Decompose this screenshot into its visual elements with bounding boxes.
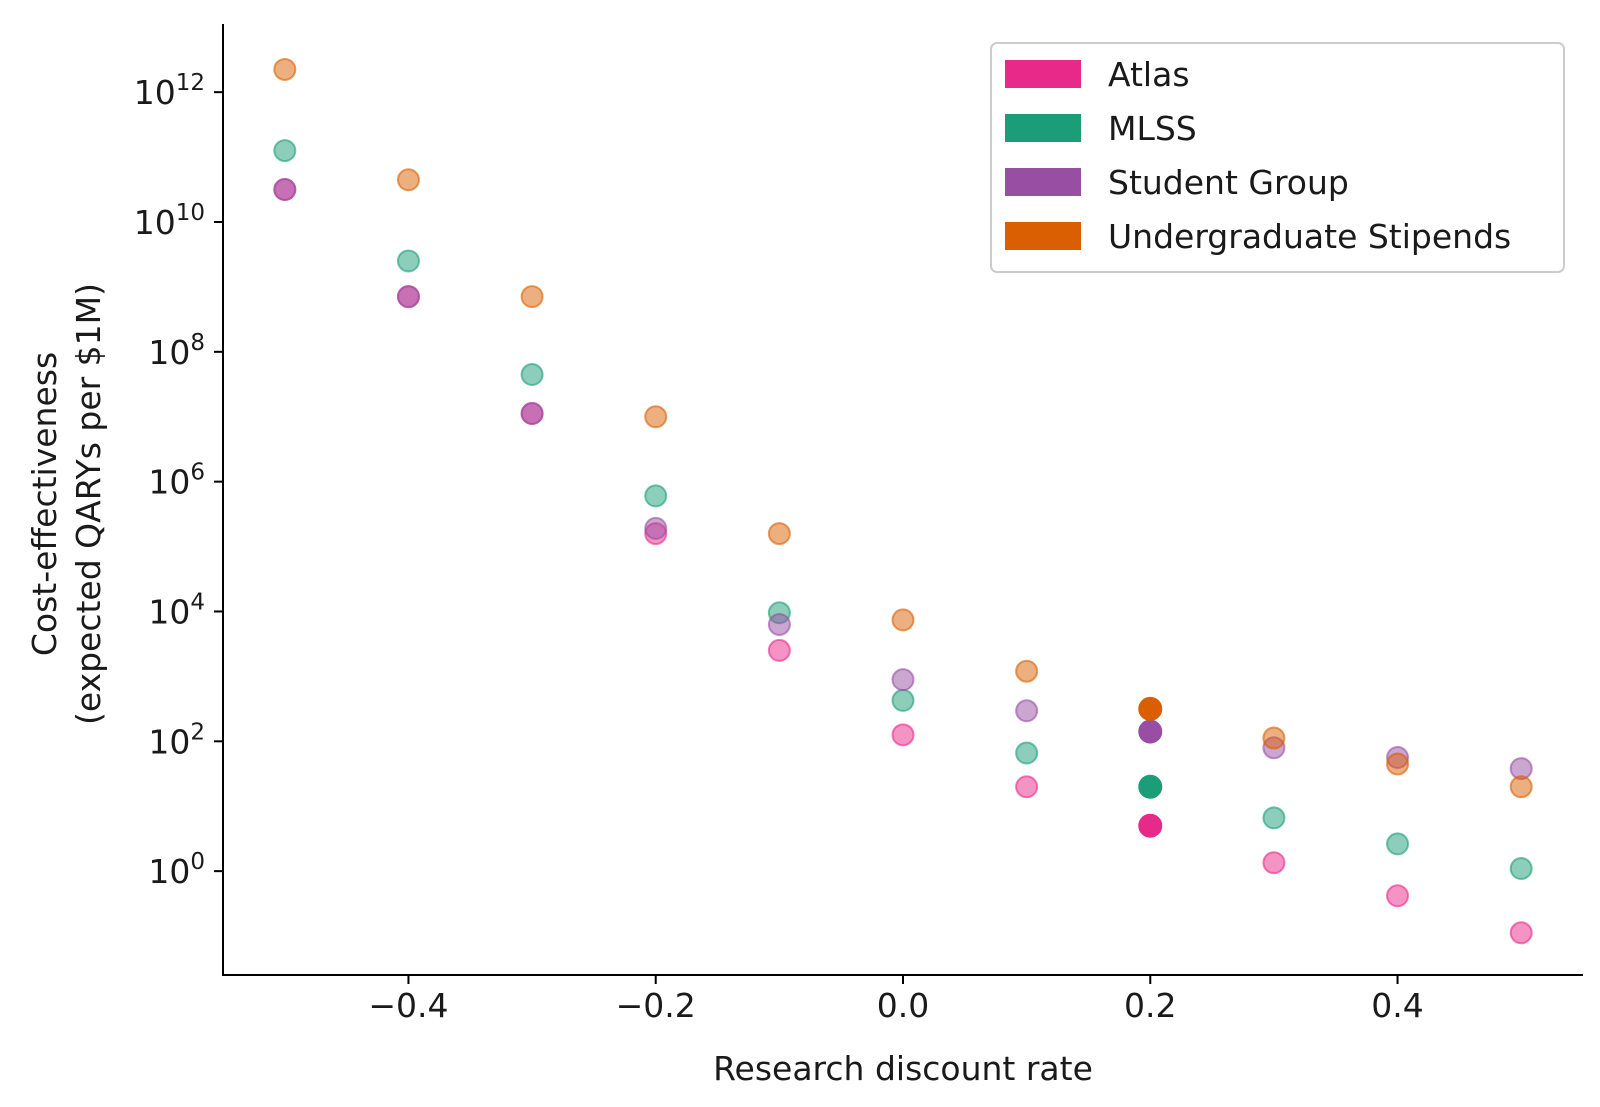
x-tick-label: 0.4 bbox=[1371, 986, 1423, 1025]
data-point-atlas bbox=[891, 723, 915, 747]
data-point-mlss bbox=[891, 688, 915, 712]
data-point-student bbox=[767, 612, 791, 636]
x-tick-label: −0.2 bbox=[616, 986, 696, 1025]
x-tick-label: −0.4 bbox=[368, 986, 448, 1025]
data-point-mlss bbox=[644, 484, 668, 508]
x-tick-label: 0.0 bbox=[877, 986, 929, 1025]
data-point-atlas bbox=[1386, 884, 1410, 908]
highlight-point-stipends bbox=[1138, 696, 1163, 721]
data-point-stipends bbox=[891, 608, 915, 632]
data-point-stipends bbox=[644, 405, 668, 429]
data-points bbox=[273, 57, 1533, 945]
data-point-stipends bbox=[1386, 752, 1410, 776]
y-tick-label: 1012 bbox=[134, 70, 205, 112]
data-point-atlas bbox=[1015, 775, 1039, 799]
y-tick-label: 1010 bbox=[134, 200, 205, 242]
x-ticks: −0.4 −0.2 0.0 0.2 0.4 bbox=[368, 975, 1424, 1025]
data-point-stipends bbox=[1509, 775, 1533, 799]
data-point-stipends bbox=[767, 522, 791, 546]
data-point-student bbox=[520, 401, 544, 425]
data-point-student bbox=[644, 516, 668, 540]
data-point-stipends bbox=[1015, 659, 1039, 683]
x-axis-label: Research discount rate bbox=[713, 1049, 1093, 1088]
data-point-mlss bbox=[1386, 832, 1410, 856]
data-point-mlss bbox=[396, 249, 420, 273]
data-point-mlss bbox=[520, 363, 544, 387]
legend-swatch-mlss bbox=[1005, 114, 1081, 142]
data-point-student bbox=[396, 285, 420, 309]
legend-swatch-undergraduate-stipends bbox=[1005, 222, 1081, 250]
y-tick-label: 100 bbox=[148, 849, 205, 891]
legend-swatch-atlas bbox=[1005, 60, 1081, 88]
data-point-student bbox=[1015, 699, 1039, 723]
y-axis-label-line2: (expected QARYs per $1M) bbox=[69, 283, 108, 725]
data-point-stipends bbox=[1262, 726, 1286, 750]
data-point-stipends bbox=[520, 285, 544, 309]
data-point-mlss bbox=[1509, 857, 1533, 881]
data-point-mlss bbox=[1262, 806, 1286, 830]
highlight-point-atlas bbox=[1138, 813, 1163, 838]
data-point-stipends bbox=[396, 168, 420, 192]
legend-swatch-student-group bbox=[1005, 168, 1081, 196]
data-point-atlas bbox=[1262, 851, 1286, 875]
legend-label-atlas: Atlas bbox=[1108, 55, 1190, 94]
data-point-student bbox=[273, 178, 297, 202]
data-point-atlas bbox=[767, 638, 791, 662]
x-tick-label: 0.2 bbox=[1124, 986, 1176, 1025]
y-axis-label-line1: Cost-effectiveness bbox=[25, 352, 64, 656]
y-tick-label: 104 bbox=[148, 589, 205, 631]
legend: Atlas MLSS Student Group Undergraduate S… bbox=[990, 42, 1565, 273]
legend-frame bbox=[990, 42, 1565, 273]
y-tick-label: 106 bbox=[148, 460, 205, 502]
legend-label-undergraduate-stipends: Undergraduate Stipends bbox=[1108, 217, 1511, 256]
data-point-mlss bbox=[1015, 741, 1039, 765]
highlight-point-mlss bbox=[1138, 774, 1163, 799]
y-tick-label: 108 bbox=[148, 330, 205, 372]
legend-label-mlss: MLSS bbox=[1108, 109, 1197, 148]
highlight-point-student bbox=[1138, 719, 1163, 744]
y-tick-label: 102 bbox=[148, 719, 205, 761]
data-point-stipends bbox=[273, 57, 297, 81]
data-point-student bbox=[891, 668, 915, 692]
legend-label-student-group: Student Group bbox=[1108, 163, 1349, 202]
data-point-mlss bbox=[273, 139, 297, 163]
data-point-atlas bbox=[1509, 921, 1533, 945]
y-ticks: 100 102 104 106 108 1010 1012 bbox=[134, 70, 223, 891]
